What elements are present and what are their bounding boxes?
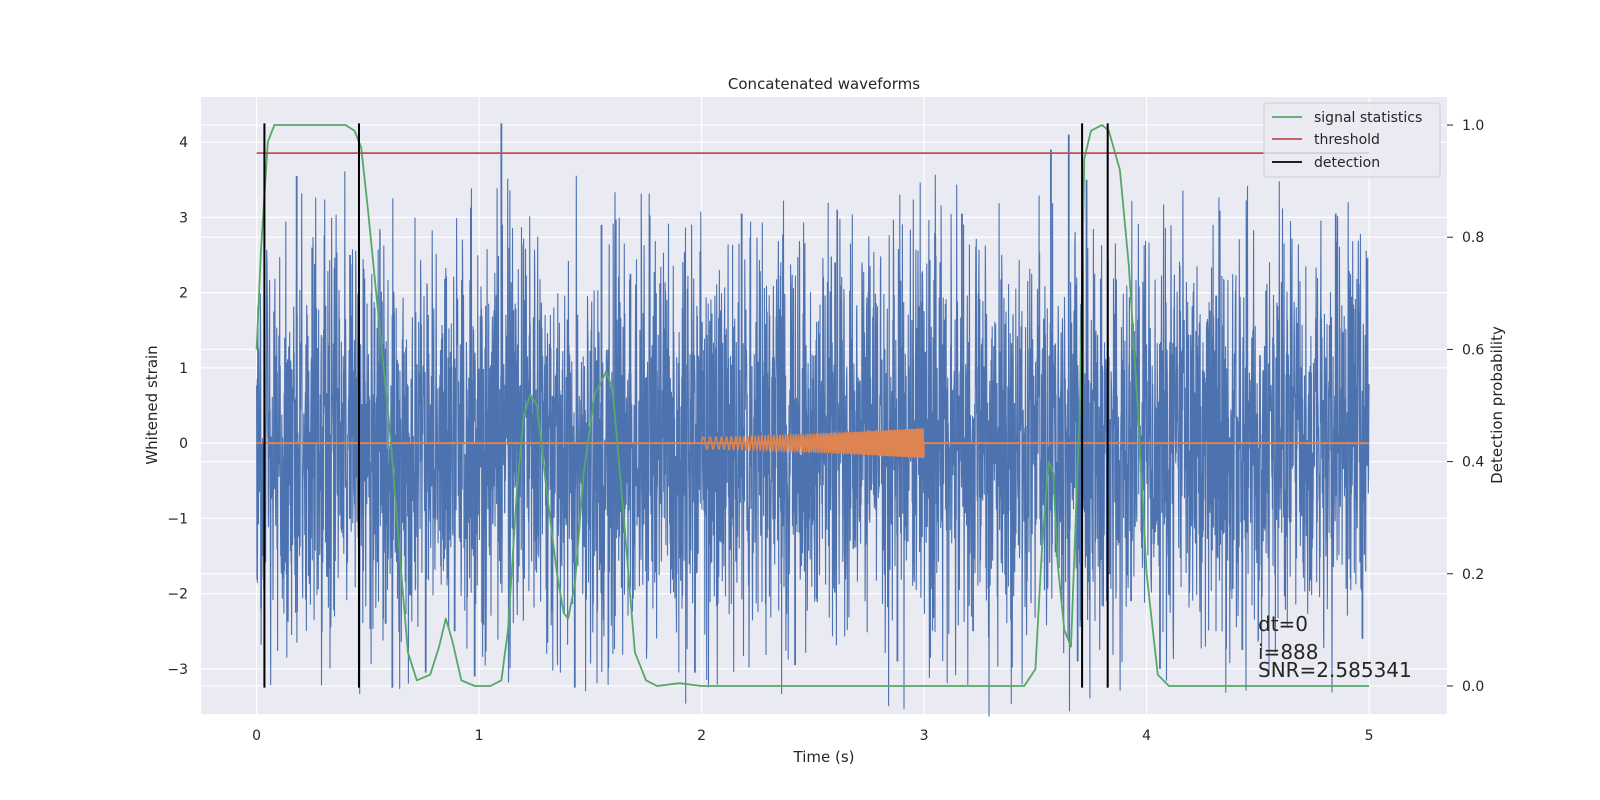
legend-label-threshold: threshold <box>1314 132 1380 148</box>
y2-tick-label: 0.0 <box>1462 679 1484 695</box>
legend: signal statistics threshold detection <box>1263 102 1441 178</box>
y-axis-title: Whitened strain <box>143 345 161 464</box>
strain-series <box>256 123 1370 717</box>
probability-series <box>255 123 1370 688</box>
signal-statistics-line <box>255 124 1370 687</box>
x-tick-label: 4 <box>1142 728 1151 744</box>
y2-tick-label: 0.8 <box>1462 230 1484 246</box>
x-axis-title: Time (s) <box>793 748 855 766</box>
y2-axis-title: Detection probability <box>1488 326 1506 484</box>
chart-title: Concatenated waveforms <box>728 75 920 93</box>
annotation-dt: dt=0 <box>1258 612 1308 636</box>
legend-label-detection: detection <box>1314 155 1380 171</box>
x-tick-label: 2 <box>697 728 706 744</box>
y-tick-label: −1 <box>167 511 188 527</box>
x-tick-label: 1 <box>475 728 484 744</box>
template-series <box>256 428 1370 459</box>
template-chirp <box>700 428 925 459</box>
legend-label-signal-statistics: signal statistics <box>1314 110 1422 126</box>
strain-line <box>256 171 1370 717</box>
ticks: 0 1 2 3 4 5 −3 −2 −1 0 1 2 3 4 0.0 0.2 0.4 0.6 0.8 1.0 <box>167 118 1484 744</box>
y2-tick-label: 0.4 <box>1462 455 1484 471</box>
annotation-i: i=888 <box>1258 640 1319 664</box>
legend-box <box>1263 102 1441 178</box>
y2-tick-label: 0.2 <box>1462 567 1484 583</box>
y2-tick-label: 0.6 <box>1462 342 1484 358</box>
y-tick-label: 1 <box>179 361 188 377</box>
y-tick-label: 0 <box>179 436 188 452</box>
y-tick-label: −2 <box>167 587 188 603</box>
y-tick-label: 3 <box>179 210 188 226</box>
y-tick-label: 4 <box>179 135 188 151</box>
x-tick-label: 5 <box>1365 728 1374 744</box>
y2-tick-label: 1.0 <box>1462 118 1484 134</box>
annotation-snr: SNR=2.585341 <box>1258 658 1412 682</box>
y-tick-label: −3 <box>167 662 188 678</box>
x-tick-label: 3 <box>920 728 929 744</box>
y-tick-label: 2 <box>179 286 188 302</box>
x-tick-label: 0 <box>252 728 261 744</box>
